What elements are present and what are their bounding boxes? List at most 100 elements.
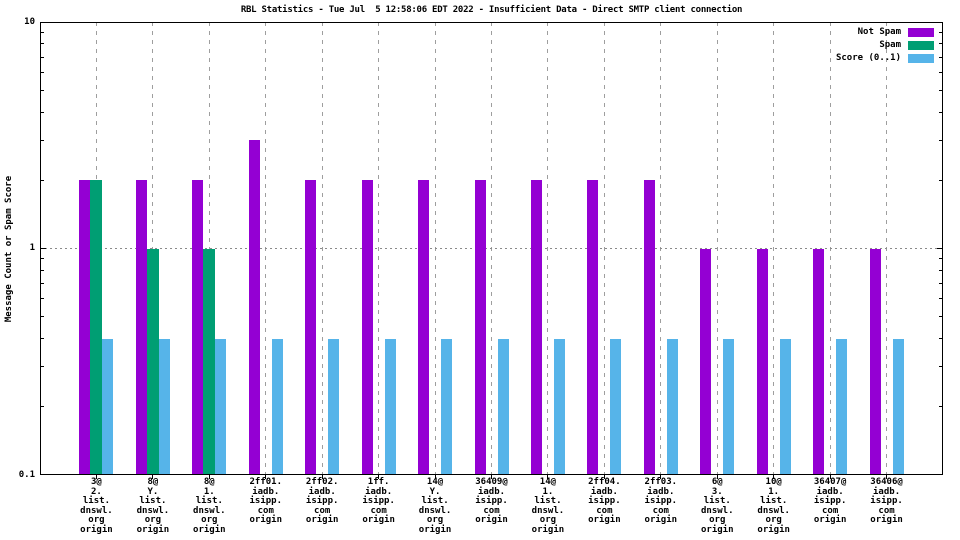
- y-minor-tick: [939, 139, 943, 141]
- bar-score-0-1-2: [158, 338, 170, 475]
- y-minor-tick: [40, 43, 44, 45]
- bar-score-0-1-7: [441, 338, 453, 475]
- bar-not-spam-12: [700, 248, 712, 475]
- bar-not-spam-4: [248, 140, 260, 475]
- x-tick-label: 8@ Y. list. dnswl. org origin: [136, 477, 170, 535]
- x-tick: [547, 475, 549, 479]
- x-tick-label: 2ff01. iadb. isipp. com origin: [249, 477, 282, 525]
- x-tick-label: 2ff04. iadb. isipp. com origin: [588, 477, 621, 525]
- x-tick: [378, 475, 380, 479]
- bar-not-spam-2: [135, 180, 147, 475]
- y-minor-tick: [939, 366, 943, 368]
- legend-label-not-spam: Not Spam: [857, 27, 901, 37]
- x-tick: [660, 475, 662, 479]
- y-minor-tick: [939, 179, 943, 181]
- bar-not-spam-7: [418, 180, 430, 475]
- bar-score-0-1-6: [384, 338, 396, 475]
- y-major-tick: [937, 474, 943, 475]
- y-major-tick: [937, 248, 943, 249]
- y-minor-tick: [40, 56, 44, 58]
- bar-score-0-1-14: [836, 338, 848, 475]
- x-tick: [886, 475, 888, 479]
- y-minor-tick: [939, 89, 943, 91]
- y-gridline: [40, 248, 943, 249]
- y-major-tick: [40, 474, 46, 475]
- x-tick-label: 2ff02. iadb. isipp. com origin: [305, 477, 339, 525]
- bar-score-0-1-3: [215, 338, 227, 475]
- y-minor-tick: [40, 269, 44, 271]
- legend-item-score: Score (0..1): [836, 53, 934, 63]
- y-minor-tick: [939, 258, 943, 260]
- bar-score-0-1-8: [497, 338, 509, 475]
- bar-score-0-1-1: [102, 338, 114, 475]
- bar-spam-2: [146, 248, 159, 475]
- bar-not-spam-10: [587, 180, 599, 475]
- x-tick-label: 36409@ iadb. isipp. com origin: [475, 477, 508, 525]
- y-minor-tick: [40, 258, 44, 260]
- x-tick: [152, 475, 154, 479]
- plot-area: Not Spam Spam Score (0..1) 3@ 2. list. d…: [40, 22, 943, 534]
- y-major-tick: [937, 22, 943, 23]
- x-tick: [208, 475, 210, 479]
- bar-not-spam-11: [643, 180, 655, 475]
- y-tick-label-1: 1: [29, 243, 35, 253]
- legend: Not Spam Spam Score (0..1): [836, 27, 934, 63]
- x-tick-label: 36407@ iadb. isipp. com origin: [813, 477, 847, 525]
- bar-not-spam-1: [79, 180, 91, 475]
- y-minor-tick: [939, 71, 943, 73]
- bar-score-0-1-11: [666, 338, 678, 475]
- bar-score-0-1-12: [723, 338, 735, 475]
- x-tick: [716, 475, 718, 479]
- legend-label-spam: Spam: [879, 40, 901, 50]
- y-minor-tick: [939, 31, 943, 33]
- bar-score-0-1-9: [553, 338, 565, 475]
- y-tick-label-0-1: 0.1: [18, 470, 35, 480]
- y-minor-tick: [939, 283, 943, 285]
- x-tick: [773, 475, 775, 479]
- x-tick: [491, 475, 492, 479]
- y-minor-tick: [939, 406, 943, 408]
- y-minor-tick: [939, 111, 943, 113]
- bar-score-0-1-4: [271, 338, 283, 475]
- y-minor-tick: [40, 139, 44, 141]
- bar-not-spam-9: [530, 180, 542, 475]
- legend-item-spam: Spam: [836, 40, 934, 50]
- chart-title: RBL Statistics - Tue Jul 5 12:58:06 EDT …: [240, 5, 743, 15]
- bar-not-spam-13: [756, 248, 768, 475]
- y-major-tick: [40, 22, 46, 23]
- x-tick-label: 14@ Y. list. dnswl. org origin: [418, 477, 452, 535]
- bar-spam-3: [203, 248, 216, 475]
- y-minor-tick: [939, 298, 943, 300]
- y-minor-tick: [939, 43, 943, 45]
- legend-swatch-not-spam: [908, 27, 934, 37]
- y-minor-tick: [939, 56, 943, 58]
- x-tick-label: 36406@ iadb. isipp. com origin: [870, 477, 903, 525]
- legend-swatch-score: [908, 53, 934, 63]
- bar-not-spam-14: [813, 248, 825, 475]
- x-tick: [265, 475, 267, 479]
- y-minor-tick: [40, 406, 44, 408]
- legend-swatch-spam: [908, 40, 934, 50]
- x-tick-label: 8@ 1. list. dnswl. org origin: [193, 477, 226, 535]
- x-tick-label: 6@ 3. list. dnswl. org origin: [700, 477, 734, 535]
- y-minor-tick: [40, 89, 44, 91]
- y-minor-tick: [40, 283, 44, 285]
- y-minor-tick: [939, 316, 943, 318]
- y-minor-tick: [40, 179, 44, 181]
- bar-not-spam-3: [192, 180, 204, 475]
- bar-not-spam-5: [305, 180, 317, 475]
- bar-score-0-1-15: [892, 338, 904, 475]
- y-minor-tick: [40, 111, 44, 113]
- y-minor-tick: [40, 31, 44, 33]
- y-tick-label-10: 10: [24, 17, 35, 27]
- x-tick-label: 2ff03. iadb. isipp. com origin: [644, 477, 678, 525]
- bar-not-spam-6: [361, 180, 373, 475]
- bar-score-0-1-13: [779, 338, 791, 475]
- legend-label-score: Score (0..1): [835, 53, 901, 63]
- x-tick: [829, 475, 831, 479]
- y-minor-tick: [40, 71, 44, 73]
- y-minor-tick: [40, 298, 44, 300]
- y-minor-tick: [939, 338, 943, 340]
- y-minor-tick: [939, 269, 943, 271]
